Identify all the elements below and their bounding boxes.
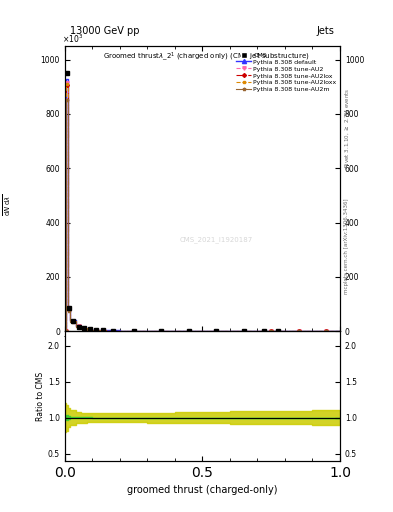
Text: 13000 GeV pp: 13000 GeV pp: [70, 26, 140, 36]
Text: mcplots.cern.ch [arXiv:1306.3436]: mcplots.cern.ch [arXiv:1306.3436]: [344, 198, 349, 293]
Y-axis label: Ratio to CMS: Ratio to CMS: [36, 371, 45, 420]
Text: CMS_2021_I1920187: CMS_2021_I1920187: [180, 237, 253, 243]
Legend: CMS, Pythia 8.308 default, Pythia 8.308 tune-AU2, Pythia 8.308 tune-AU2lox, Pyth: CMS, Pythia 8.308 default, Pythia 8.308 …: [233, 50, 339, 95]
X-axis label: groomed thrust (charged-only): groomed thrust (charged-only): [127, 485, 277, 495]
Text: Jets: Jets: [317, 26, 334, 36]
Text: Rivet 3.1.10, $\geq$ 2.7M events: Rivet 3.1.10, $\geq$ 2.7M events: [344, 88, 351, 168]
Text: $\times10^3$: $\times10^3$: [62, 32, 83, 45]
Text: $\frac{1}{\mathrm{d}N}\frac{\mathrm{d}N}{\mathrm{d}\lambda}$: $\frac{1}{\mathrm{d}N}\frac{\mathrm{d}N}…: [0, 194, 13, 216]
Text: Groomed thrust$\lambda\_2^1$ (charged only) (CMS jet substructure): Groomed thrust$\lambda\_2^1$ (charged on…: [103, 50, 310, 63]
